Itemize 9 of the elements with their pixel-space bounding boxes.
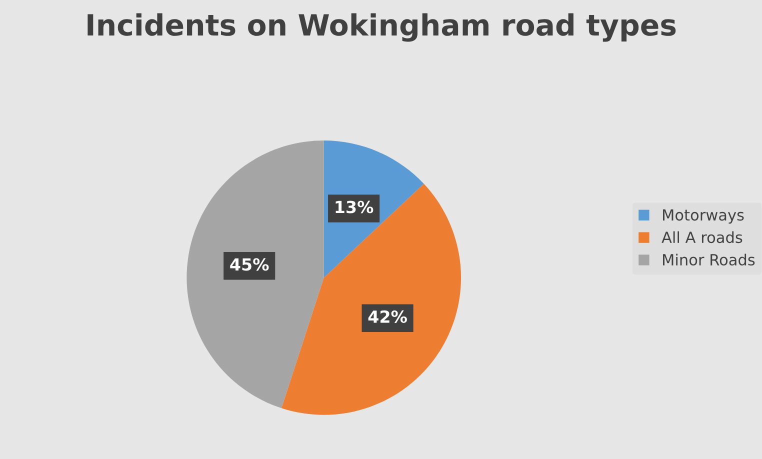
legend-label: Motorways bbox=[663, 209, 744, 224]
chart-title: Incidents on Wokingham road types bbox=[88, 13, 676, 42]
legend-label: Minor Roads bbox=[663, 254, 755, 266]
pie-slice bbox=[281, 184, 461, 415]
data-label: 45% bbox=[230, 258, 269, 271]
pie-slice bbox=[186, 140, 324, 408]
legend-label: All A roads bbox=[662, 231, 742, 244]
data-label: 42% bbox=[368, 310, 407, 323]
data-label: 13% bbox=[336, 200, 374, 214]
